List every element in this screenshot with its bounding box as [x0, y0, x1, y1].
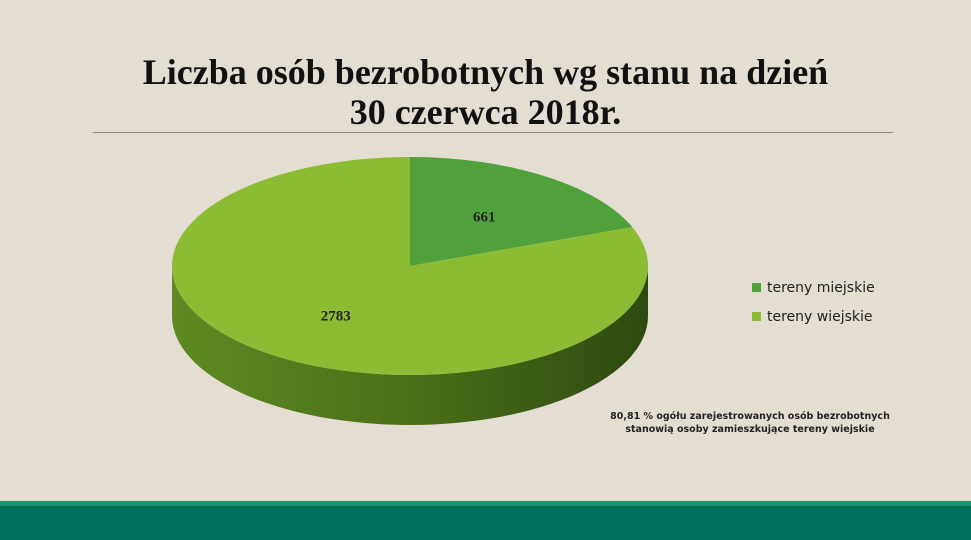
title-divider	[93, 132, 893, 133]
pie-side-wall	[172, 266, 648, 425]
data-label-1: 2783	[321, 308, 351, 324]
legend-label: tereny wiejskie	[767, 309, 873, 325]
legend-label: tereny miejskie	[767, 280, 875, 296]
footer-stripe	[0, 501, 971, 506]
title-line-1: Liczba osób bezrobotnych wg stanu na dzi…	[142, 52, 829, 92]
footer-band	[0, 506, 971, 540]
pie-slice-1	[172, 156, 648, 375]
pie-slice-0	[410, 157, 633, 266]
legend-item-wiejskie: tereny wiejskie	[752, 309, 873, 325]
title-line-2: 30 czerwca 2018r.	[349, 92, 622, 132]
data-label-0: 661	[473, 210, 496, 226]
legend-swatch	[752, 312, 761, 321]
legend-swatch	[752, 283, 761, 292]
chart-title: Liczba osób bezrobotnych wg stanu na dzi…	[0, 52, 971, 132]
legend-item-miejskie: tereny miejskie	[752, 280, 875, 296]
annotation-note: 80,81 % ogółu zarejestrowanych osób bezr…	[610, 411, 890, 435]
